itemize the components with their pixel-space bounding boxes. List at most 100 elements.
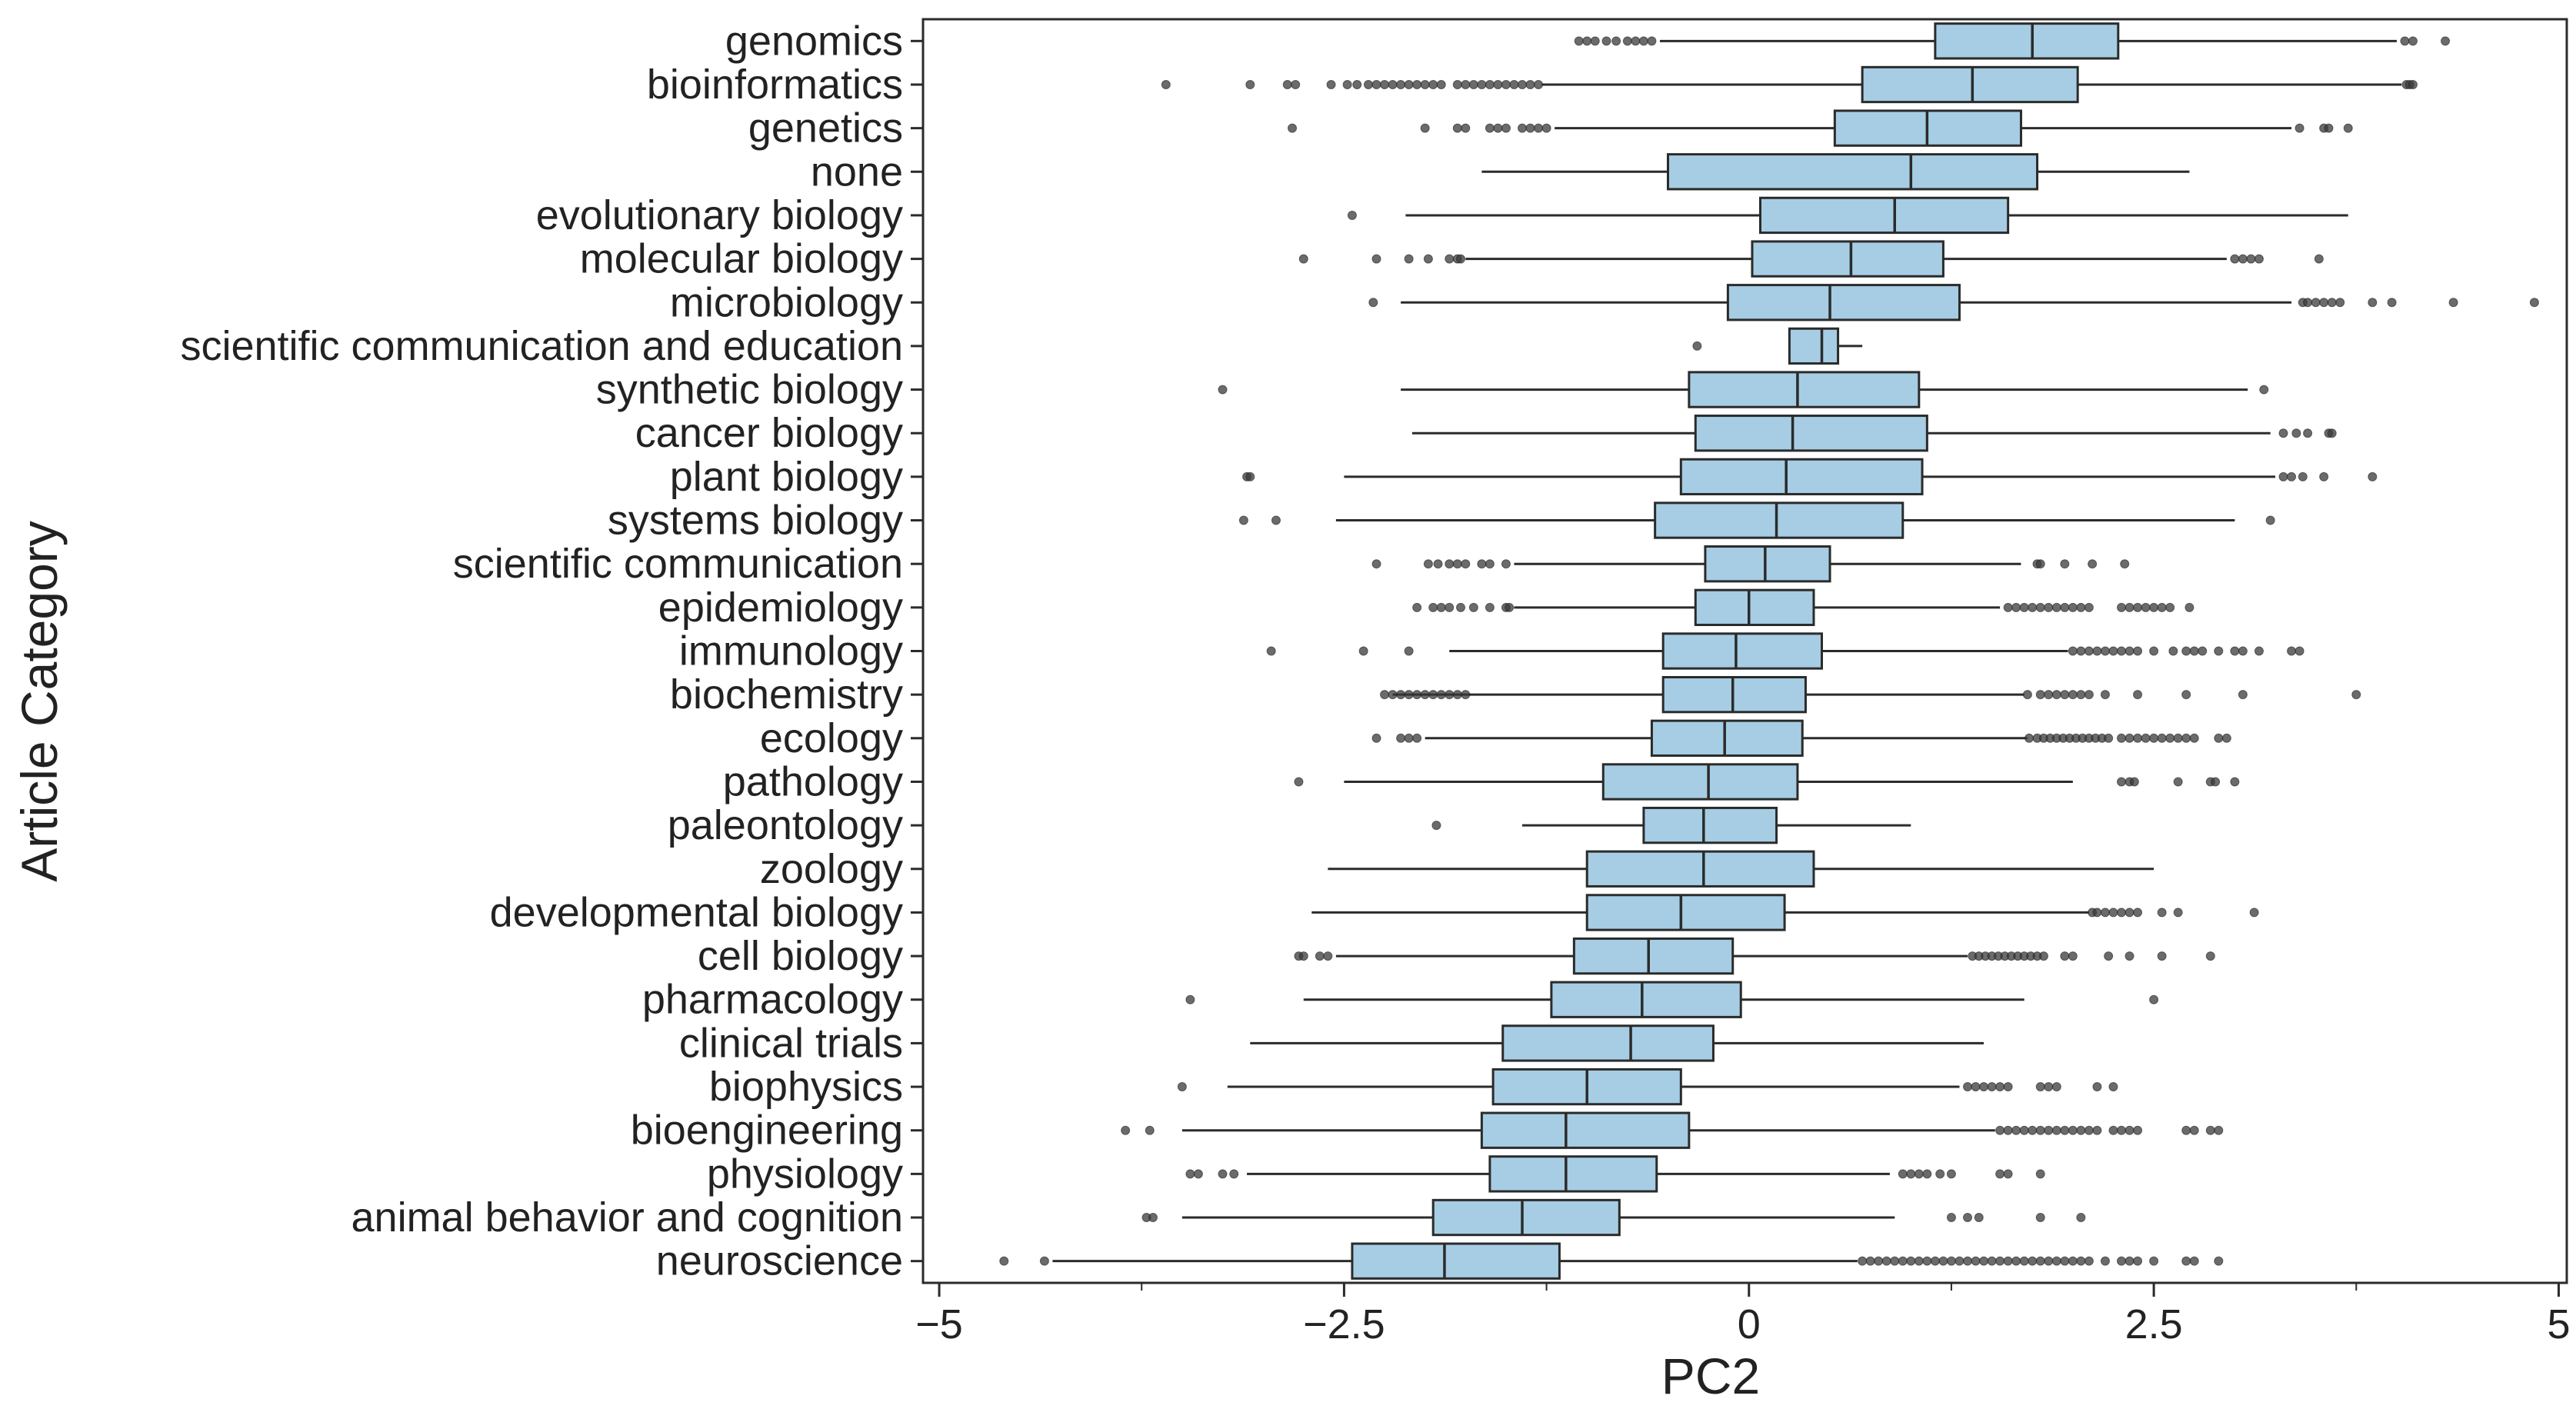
outlier-point xyxy=(2133,908,2143,918)
outlier-point xyxy=(2205,1125,2215,1135)
outlier-point xyxy=(1493,123,1503,133)
outlier-point xyxy=(1922,1256,1932,1266)
outlier-point xyxy=(1298,254,1308,264)
outlier-point xyxy=(1647,36,1657,46)
outlier-point xyxy=(2214,1256,2224,1266)
box-scientific-communication xyxy=(1704,545,1831,583)
outlier-point xyxy=(1148,1213,1158,1223)
outlier-point xyxy=(1906,1169,1916,1179)
outlier-point xyxy=(2076,602,2086,612)
category-label-developmental-biology: developmental biology xyxy=(490,889,903,935)
x-tick-label: −5 xyxy=(915,1301,963,1347)
outlier-point xyxy=(2368,298,2378,308)
outlier-point xyxy=(1371,559,1381,569)
outlier-point xyxy=(2035,1082,2045,1092)
category-label-biophysics: biophysics xyxy=(709,1064,903,1110)
outlier-point xyxy=(2205,951,2215,961)
outlier-point xyxy=(2133,1256,2143,1266)
outlier-point xyxy=(1461,690,1471,700)
outlier-point xyxy=(2060,1256,2070,1266)
outlier-point xyxy=(1461,79,1471,89)
outlier-point xyxy=(2003,1256,2013,1266)
outlier-point xyxy=(1509,79,1519,89)
category-label-microbiology: microbiology xyxy=(670,279,903,325)
outlier-point xyxy=(1962,1213,1972,1223)
outlier-point xyxy=(2084,1256,2094,1266)
outlier-point xyxy=(2011,1125,2021,1135)
box-evolutionary-biology xyxy=(1759,196,2010,235)
outlier-point xyxy=(2100,1256,2110,1266)
outlier-point xyxy=(2181,733,2191,743)
outlier-point xyxy=(2011,602,2021,612)
outlier-point xyxy=(1420,79,1430,89)
outlier-point xyxy=(1962,1256,1972,1266)
box-cancer-biology xyxy=(1694,415,1928,452)
outlier-point xyxy=(2319,471,2329,481)
box-molecular-biology xyxy=(1751,240,1944,278)
outlier-point xyxy=(2092,1082,2102,1092)
box-ecology xyxy=(1650,719,1804,757)
outlier-point xyxy=(1291,79,1301,89)
outlier-point xyxy=(2189,646,2199,656)
outlier-point xyxy=(2303,298,2313,308)
outlier-point xyxy=(2104,733,2114,743)
outlier-point xyxy=(1298,951,1308,961)
outlier-point xyxy=(1611,36,1621,46)
outlier-point xyxy=(2238,646,2248,656)
outlier-point xyxy=(2214,733,2224,743)
outlier-point xyxy=(2068,690,2078,700)
outlier-point xyxy=(2117,1256,2127,1266)
category-label-plant-biology: plant biology xyxy=(670,454,903,500)
outlier-point xyxy=(2011,1256,2021,1266)
x-tick-label: 0 xyxy=(1738,1301,1761,1347)
box-animal-behavior-and-cognition xyxy=(1431,1198,1621,1237)
outlier-point xyxy=(1455,254,1465,264)
outlier-point xyxy=(2108,1082,2118,1092)
x-tick-label: 5 xyxy=(2547,1301,2570,1347)
outlier-point xyxy=(1271,515,1281,525)
category-label-pathology: pathology xyxy=(723,758,903,804)
outlier-point xyxy=(2024,733,2034,743)
outlier-point xyxy=(2303,428,2313,438)
outlier-point xyxy=(2173,733,2183,743)
box-paleontology xyxy=(1642,806,1778,844)
outlier-point xyxy=(1874,1256,1884,1266)
outlier-point xyxy=(1436,690,1446,700)
outlier-point xyxy=(1485,79,1495,89)
outlier-point xyxy=(1412,79,1422,89)
outlier-point xyxy=(1396,690,1406,700)
outlier-point xyxy=(2051,1082,2061,1092)
outlier-point xyxy=(2038,951,2048,961)
box-systems-biology xyxy=(1654,501,1905,539)
outlier-point xyxy=(1461,559,1471,569)
outlier-point xyxy=(2265,515,2275,525)
outlier-point xyxy=(1193,1169,1203,1179)
outlier-point xyxy=(1995,1169,2005,1179)
outlier-point xyxy=(2076,1125,2086,1135)
box-neuroscience xyxy=(1351,1242,1561,1280)
outlier-point xyxy=(1433,559,1443,569)
outlier-point xyxy=(1245,79,1255,89)
outlier-point xyxy=(2165,602,2175,612)
outlier-point xyxy=(2335,298,2345,308)
outlier-point xyxy=(1428,690,1438,700)
outlier-point xyxy=(2084,646,2094,656)
outlier-point xyxy=(1946,1256,1956,1266)
outlier-point xyxy=(1452,123,1462,133)
outlier-point xyxy=(1282,79,1292,89)
outlier-point xyxy=(2149,602,2159,612)
outlier-point xyxy=(1396,79,1406,89)
outlier-point xyxy=(1436,79,1446,89)
outlier-point xyxy=(2120,559,2130,569)
category-label-evolutionary-biology: evolutionary biology xyxy=(536,192,903,238)
outlier-point xyxy=(2448,298,2458,308)
outlier-point xyxy=(1245,471,1255,481)
outlier-point xyxy=(1971,1082,1981,1092)
outlier-point xyxy=(1930,1256,1940,1266)
outlier-point xyxy=(1404,79,1414,89)
outlier-point xyxy=(1525,79,1535,89)
outlier-point xyxy=(2084,1125,2094,1135)
outlier-point xyxy=(2003,1125,2013,1135)
outlier-point xyxy=(1477,559,1487,569)
